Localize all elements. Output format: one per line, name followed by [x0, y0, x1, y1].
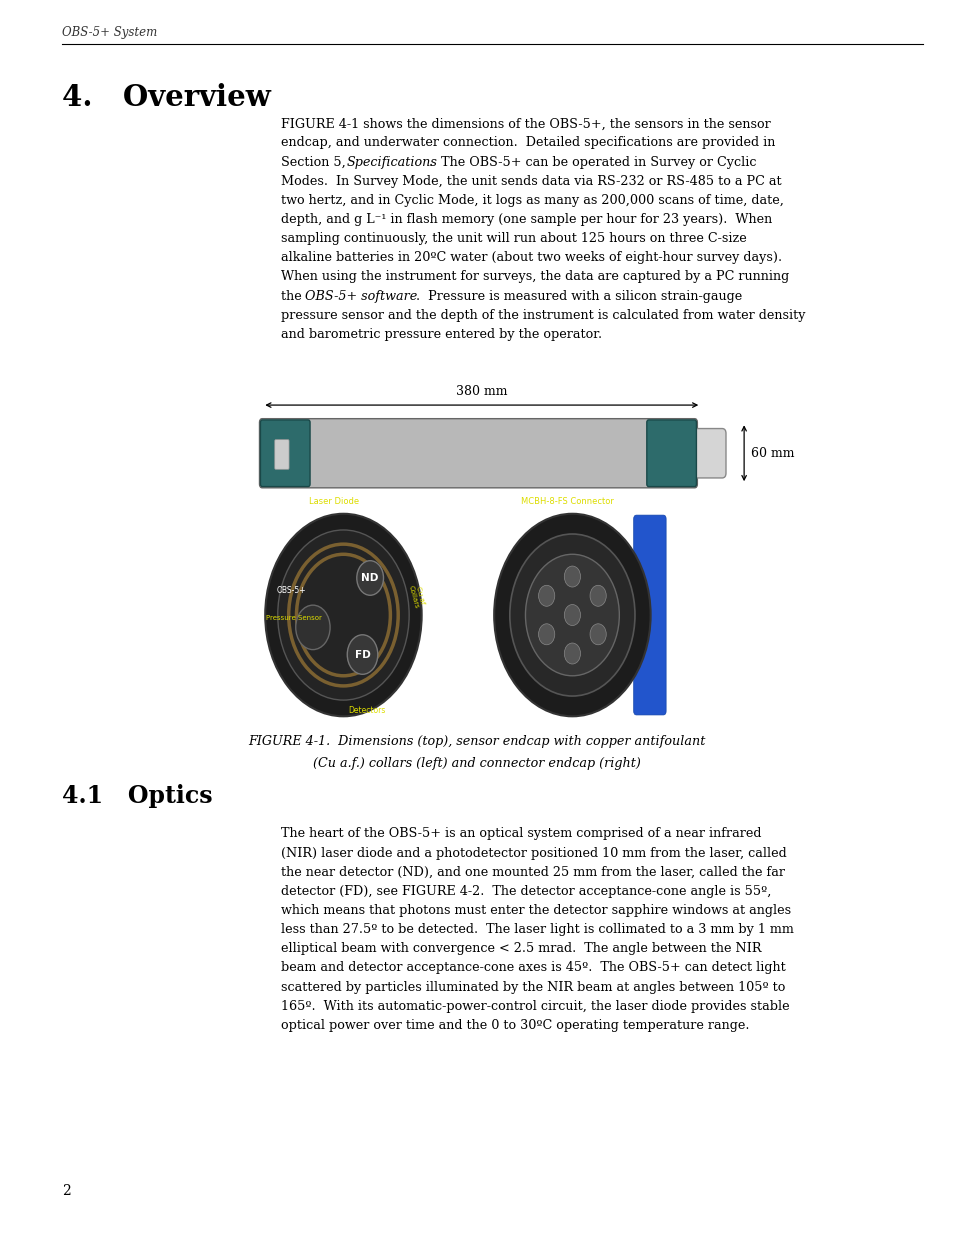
Text: alkaline batteries in 20ºC water (about two weeks of eight-hour survey days).: alkaline batteries in 20ºC water (about …: [281, 252, 781, 264]
Text: detector (FD), see FIGURE 4-2.  The detector acceptance-cone angle is 55º,: detector (FD), see FIGURE 4-2. The detec…: [281, 884, 771, 898]
Text: less than 27.5º to be detected.  The laser light is collimated to a 3 mm by 1 mm: less than 27.5º to be detected. The lase…: [281, 924, 794, 936]
Text: 60 mm: 60 mm: [750, 447, 794, 459]
Text: which means that photons must enter the detector sapphire windows at angles: which means that photons must enter the …: [281, 904, 791, 918]
Text: .  Pressure is measured with a silicon strain-gauge: . Pressure is measured with a silicon st…: [416, 290, 741, 303]
Text: OBS-5+ software: OBS-5+ software: [305, 290, 417, 303]
Circle shape: [277, 530, 409, 700]
Circle shape: [347, 635, 377, 674]
Circle shape: [563, 643, 579, 664]
Text: FD: FD: [355, 650, 370, 659]
Circle shape: [563, 605, 579, 625]
FancyBboxPatch shape: [259, 419, 697, 488]
Circle shape: [538, 624, 555, 645]
Text: 2: 2: [62, 1184, 71, 1198]
Text: depth, and g L⁻¹ in flash memory (one sample per hour for 23 years).  When: depth, and g L⁻¹ in flash memory (one sa…: [281, 214, 772, 226]
Text: .  The OBS-5+ can be operated in Survey or Cyclic: . The OBS-5+ can be operated in Survey o…: [429, 156, 756, 169]
Text: 380 mm: 380 mm: [456, 384, 507, 398]
Text: ND: ND: [361, 573, 378, 583]
Text: Section 5,: Section 5,: [281, 156, 350, 169]
Text: scattered by particles illuminated by the NIR beam at angles between 105º to: scattered by particles illuminated by th…: [281, 981, 785, 994]
Text: Specifications: Specifications: [346, 156, 436, 169]
Circle shape: [356, 561, 383, 595]
Circle shape: [525, 555, 618, 676]
FancyBboxPatch shape: [691, 429, 725, 478]
Circle shape: [494, 514, 650, 716]
Text: 165º.  With its automatic-power-control circuit, the laser diode provides stable: 165º. With its automatic-power-control c…: [281, 1000, 789, 1013]
Text: Cu af
Collars: Cu af Collars: [407, 583, 426, 610]
Text: and barometric pressure entered by the operator.: and barometric pressure entered by the o…: [281, 327, 602, 341]
Circle shape: [589, 624, 605, 645]
Text: (NIR) laser diode and a photodetector positioned 10 mm from the laser, called: (NIR) laser diode and a photodetector po…: [281, 847, 786, 860]
Text: Modes.  In Survey Mode, the unit sends data via RS-232 or RS-485 to a PC at: Modes. In Survey Mode, the unit sends da…: [281, 175, 781, 188]
FancyBboxPatch shape: [646, 420, 696, 487]
Text: (Cu a.f.) collars (left) and connector endcap (right): (Cu a.f.) collars (left) and connector e…: [313, 757, 640, 771]
Text: Laser Diode: Laser Diode: [309, 498, 358, 506]
Text: FIGURE 4-1 shows the dimensions of the OBS-5+, the sensors in the sensor: FIGURE 4-1 shows the dimensions of the O…: [281, 117, 770, 131]
Text: Pressure Sensor: Pressure Sensor: [266, 615, 321, 620]
Text: FIGURE 4-1.  Dimensions (top), sensor endcap with copper antifoulant: FIGURE 4-1. Dimensions (top), sensor end…: [248, 735, 705, 748]
Text: two hertz, and in Cyclic Mode, it logs as many as 200,000 scans of time, date,: two hertz, and in Cyclic Mode, it logs a…: [281, 194, 783, 207]
Text: endcap, and underwater connection.  Detailed specifications are provided in: endcap, and underwater connection. Detai…: [281, 137, 775, 149]
Text: OBS-5+: OBS-5+: [275, 585, 306, 595]
Text: sampling continuously, the unit will run about 125 hours on three C-size: sampling continuously, the unit will run…: [281, 232, 746, 246]
Circle shape: [265, 514, 421, 716]
Text: the near detector (ND), and one mounted 25 mm from the laser, called the far: the near detector (ND), and one mounted …: [281, 866, 784, 879]
FancyBboxPatch shape: [633, 515, 665, 715]
FancyBboxPatch shape: [260, 420, 310, 487]
Text: pressure sensor and the depth of the instrument is calculated from water density: pressure sensor and the depth of the ins…: [281, 309, 805, 322]
Circle shape: [538, 585, 555, 606]
Circle shape: [295, 605, 330, 650]
Text: elliptical beam with convergence < 2.5 mrad.  The angle between the NIR: elliptical beam with convergence < 2.5 m…: [281, 942, 761, 956]
Text: 4.1   Optics: 4.1 Optics: [62, 784, 213, 808]
Text: The heart of the OBS-5+ is an optical system comprised of a near infrared: The heart of the OBS-5+ is an optical sy…: [281, 827, 761, 841]
Text: the: the: [281, 290, 306, 303]
Text: beam and detector acceptance-cone axes is 45º.  The OBS-5+ can detect light: beam and detector acceptance-cone axes i…: [281, 961, 785, 974]
Text: 4.   Overview: 4. Overview: [62, 83, 271, 111]
Text: optical power over time and the 0 to 30ºC operating temperature range.: optical power over time and the 0 to 30º…: [281, 1019, 749, 1032]
Circle shape: [563, 566, 579, 587]
Text: MCBH-8-FS Connector: MCBH-8-FS Connector: [520, 498, 614, 506]
FancyBboxPatch shape: [274, 440, 289, 469]
Circle shape: [589, 585, 605, 606]
Text: OBS-5+ System: OBS-5+ System: [62, 26, 157, 38]
Text: When using the instrument for surveys, the data are captured by a PC running: When using the instrument for surveys, t…: [281, 270, 789, 284]
Text: Detectors: Detectors: [348, 706, 386, 715]
Circle shape: [509, 534, 635, 697]
